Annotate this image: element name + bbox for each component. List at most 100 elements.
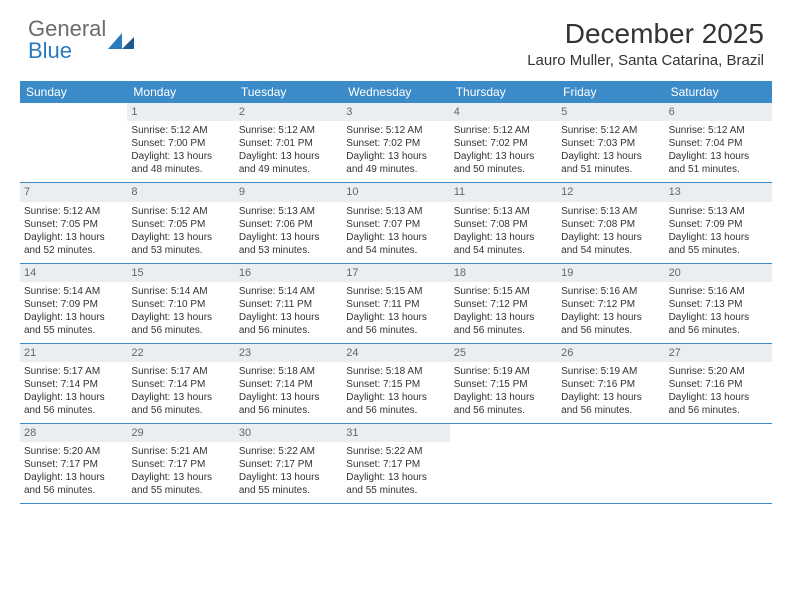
info-line: Sunrise: 5:17 AM (24, 365, 123, 378)
info-line: and 56 minutes. (561, 324, 660, 337)
info-line: and 50 minutes. (454, 163, 553, 176)
info-line: Sunset: 7:08 PM (454, 218, 553, 231)
info-line: Daylight: 13 hours (239, 150, 338, 163)
info-line: Daylight: 13 hours (346, 311, 445, 324)
info-line: and 56 minutes. (24, 404, 123, 417)
day-cell: 14Sunrise: 5:14 AMSunset: 7:09 PMDayligh… (20, 264, 127, 343)
info-line: and 56 minutes. (454, 324, 553, 337)
info-line: Sunset: 7:12 PM (454, 298, 553, 311)
day-cell: 26 Sunrise: 5:19 AMSunset: 7:16 PMDayligh… (557, 344, 664, 423)
day-cell (20, 103, 127, 182)
info-line: Daylight: 13 hours (561, 150, 660, 163)
info-line: Sunset: 7:15 PM (454, 378, 553, 391)
day-number: 15 (127, 264, 234, 282)
info-line: Sunset: 7:17 PM (131, 458, 230, 471)
info-line: Sunset: 7:15 PM (346, 378, 445, 391)
day-cell: 6 Sunrise: 5:12 AMSunset: 7:04 PMDaylight… (665, 103, 772, 182)
day-cell: 18 Sunrise: 5:15 AMSunset: 7:12 PMDayligh… (450, 264, 557, 343)
day-number: 17 (342, 264, 449, 282)
day-cell: 23Sunrise: 5:18 AMSunset: 7:14 PMDayligh… (235, 344, 342, 423)
info-line: and 55 minutes. (24, 324, 123, 337)
info-line: Daylight: 13 hours (131, 391, 230, 404)
day-info: Sunrise: 5:13 AMSunset: 7:07 PMDaylight:… (346, 205, 445, 257)
day-number: 18 (450, 264, 557, 282)
info-line: Sunset: 7:11 PM (346, 298, 445, 311)
info-line: Sunrise: 5:21 AM (131, 445, 230, 458)
info-line: Sunrise: 5:20 AM (24, 445, 123, 458)
info-line: Sunset: 7:09 PM (24, 298, 123, 311)
day-cell (450, 424, 557, 503)
info-line: Daylight: 13 hours (346, 471, 445, 484)
info-line: Sunset: 7:10 PM (131, 298, 230, 311)
info-line: Daylight: 13 hours (239, 311, 338, 324)
day-cell (665, 424, 772, 503)
info-line: Sunrise: 5:12 AM (669, 124, 768, 137)
day-number: 22 (127, 344, 234, 362)
info-line: and 56 minutes. (239, 404, 338, 417)
day-info: Sunrise: 5:12 AMSunset: 7:03 PMDaylight:… (561, 124, 660, 176)
info-line: Sunset: 7:13 PM (669, 298, 768, 311)
info-line: Daylight: 13 hours (669, 150, 768, 163)
day-number: 24 (342, 344, 449, 362)
day-info: Sunrise: 5:12 AMSunset: 7:01 PMDaylight:… (239, 124, 338, 176)
day-number: 30 (235, 424, 342, 442)
info-line: Sunset: 7:04 PM (669, 137, 768, 150)
info-line: and 51 minutes. (669, 163, 768, 176)
info-line: Sunrise: 5:13 AM (346, 205, 445, 218)
info-line: Sunrise: 5:17 AM (131, 365, 230, 378)
day-info: Sunrise: 5:19 AMSunset: 7:16 PMDaylight:… (561, 365, 660, 417)
info-line: Daylight: 13 hours (239, 391, 338, 404)
day-number: 26 (557, 344, 664, 362)
header: General Blue December 2025 Lauro Muller,… (0, 0, 792, 75)
day-info: Sunrise: 5:15 AMSunset: 7:12 PMDaylight:… (454, 285, 553, 337)
info-line: and 56 minutes. (131, 404, 230, 417)
info-line: Sunrise: 5:14 AM (131, 285, 230, 298)
info-line: Daylight: 13 hours (561, 311, 660, 324)
logo-word-2: Blue (28, 38, 72, 63)
info-line: and 49 minutes. (346, 163, 445, 176)
weekday-tue: Tuesday (235, 81, 342, 103)
day-info: Sunrise: 5:13 AMSunset: 7:06 PMDaylight:… (239, 205, 338, 257)
day-number: 27 (665, 344, 772, 362)
info-line: and 55 minutes. (239, 484, 338, 497)
info-line: Sunset: 7:16 PM (669, 378, 768, 391)
info-line: Sunset: 7:01 PM (239, 137, 338, 150)
info-line: and 56 minutes. (239, 324, 338, 337)
day-info: Sunrise: 5:14 AMSunset: 7:10 PMDaylight:… (131, 285, 230, 337)
day-cell: 16Sunrise: 5:14 AMSunset: 7:11 PMDayligh… (235, 264, 342, 343)
week-row: 1Sunrise: 5:12 AMSunset: 7:00 PMDaylight… (20, 103, 772, 183)
info-line: and 56 minutes. (669, 404, 768, 417)
day-info: Sunrise: 5:12 AMSunset: 7:05 PMDaylight:… (131, 205, 230, 257)
day-number: 9 (235, 183, 342, 201)
day-cell: 11Sunrise: 5:13 AMSunset: 7:08 PMDayligh… (450, 183, 557, 262)
day-number: 5 (557, 103, 664, 121)
info-line: Daylight: 13 hours (24, 311, 123, 324)
info-line: and 51 minutes. (561, 163, 660, 176)
info-line: and 55 minutes. (669, 244, 768, 257)
info-line: Daylight: 13 hours (131, 311, 230, 324)
info-line: Sunrise: 5:13 AM (454, 205, 553, 218)
info-line: Sunset: 7:07 PM (346, 218, 445, 231)
day-cell: 21Sunrise: 5:17 AMSunset: 7:14 PMDayligh… (20, 344, 127, 423)
info-line: Daylight: 13 hours (669, 391, 768, 404)
info-line: Sunrise: 5:12 AM (454, 124, 553, 137)
info-line: Sunset: 7:14 PM (24, 378, 123, 391)
location-text: Lauro Muller, Santa Catarina, Brazil (527, 52, 764, 69)
info-line: Daylight: 13 hours (24, 391, 123, 404)
info-line: Sunrise: 5:12 AM (24, 205, 123, 218)
day-cell: 15 Sunrise: 5:14 AMSunset: 7:10 PMDayligh… (127, 264, 234, 343)
day-number: 6 (665, 103, 772, 121)
day-info: Sunrise: 5:17 AMSunset: 7:14 PMDaylight:… (131, 365, 230, 417)
info-line: Sunset: 7:17 PM (24, 458, 123, 471)
info-line: Sunrise: 5:14 AM (239, 285, 338, 298)
info-line: Sunset: 7:14 PM (131, 378, 230, 391)
info-line: and 53 minutes. (131, 244, 230, 257)
logo: General Blue (28, 18, 134, 62)
day-number: 4 (450, 103, 557, 121)
day-cell: 22 Sunrise: 5:17 AMSunset: 7:14 PMDayligh… (127, 344, 234, 423)
info-line: Sunset: 7:11 PM (239, 298, 338, 311)
info-line: Daylight: 13 hours (24, 231, 123, 244)
info-line: and 54 minutes. (346, 244, 445, 257)
week-row: 28Sunrise: 5:20 AMSunset: 7:17 PMDayligh… (20, 424, 772, 504)
info-line: Daylight: 13 hours (454, 231, 553, 244)
